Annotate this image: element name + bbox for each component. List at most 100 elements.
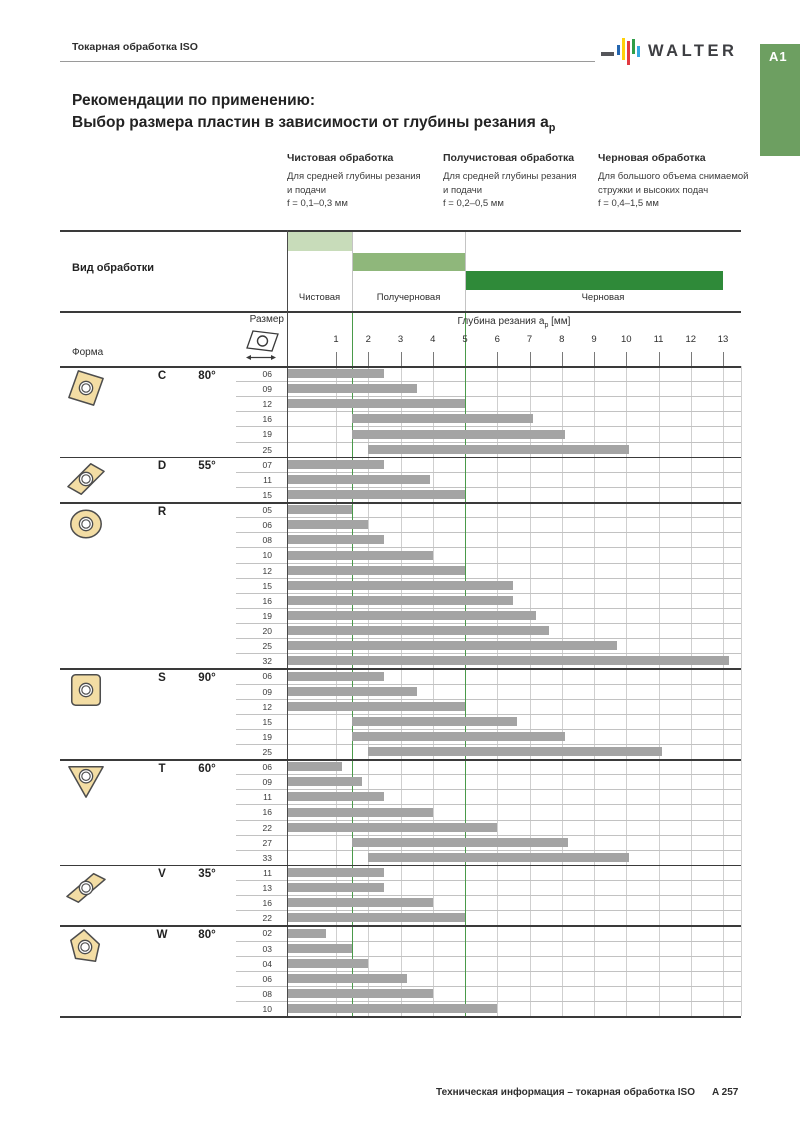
row-separator	[236, 804, 741, 806]
band-top-border	[60, 230, 741, 232]
insert-c-rhombic-icon	[64, 369, 112, 409]
legend-title: Черновая обработка	[598, 152, 706, 164]
row-separator	[236, 849, 741, 851]
legend-col-semifinishing: Получистовая обработка Для средней глуби…	[443, 152, 595, 211]
row-separator	[236, 471, 741, 473]
tick-mark	[658, 352, 660, 366]
row-separator	[236, 426, 741, 428]
legend-line: и подачи	[443, 184, 483, 196]
table-bottom-border	[60, 1016, 741, 1018]
logo-bars-icon	[617, 36, 642, 66]
ap-range-bar	[287, 565, 465, 575]
page-title-line1: Рекомендации по применению:	[72, 92, 316, 109]
ap-range-bar	[287, 399, 465, 409]
group-angle: 90°	[198, 671, 216, 684]
header-section-title: Токарная обработка ISO	[72, 41, 198, 53]
gridline	[432, 366, 434, 1017]
legend-line: и подачи	[287, 184, 327, 196]
ap-range-bar	[287, 762, 343, 772]
zone-label-1: Чистовая	[298, 292, 341, 303]
row-separator	[236, 638, 741, 640]
group-letter: T	[158, 762, 166, 775]
page-title-line2: Выбор размера пластин в зависимости от г…	[72, 113, 556, 134]
legend-line: f = 0,2–0,5 мм	[443, 198, 504, 209]
ap-range-bar	[287, 369, 385, 379]
legend-line: Для большого объема снимаемой	[598, 171, 749, 182]
group-angle: 60°	[198, 762, 216, 775]
insert-r-round-icon	[64, 505, 112, 545]
size-label: 10	[262, 1004, 272, 1015]
zone-label-3: Черновая	[581, 292, 625, 303]
ap-range-bar	[352, 731, 565, 741]
row-separator	[236, 985, 741, 987]
size-label: 25	[262, 747, 272, 757]
size-label: 10	[262, 550, 272, 561]
size-label: 16	[262, 807, 272, 818]
size-label: 32	[262, 656, 272, 667]
ap-range-bar	[287, 384, 417, 394]
group-letter: D	[157, 460, 167, 473]
legend-col-finishing: Чистовая обработка Для средней глубины р…	[287, 152, 439, 211]
row-separator	[236, 381, 741, 383]
ap-range-bar	[287, 777, 362, 787]
ap-range-bar	[287, 898, 433, 908]
insert-t-triangle-icon	[64, 762, 112, 802]
size-label: 16	[262, 414, 272, 425]
tick-mark	[400, 352, 402, 366]
ap-range-bar	[287, 580, 514, 590]
size-label: 15	[262, 716, 272, 727]
size-label: 05	[262, 505, 272, 516]
size-label: 20	[262, 626, 272, 637]
logo-dash-icon	[601, 52, 614, 56]
walter-logo: WALTER	[601, 36, 737, 66]
legend-col-roughing: Черновая обработка Для большого объема с…	[598, 152, 750, 211]
gridline	[594, 366, 595, 1017]
size-label: 11	[263, 474, 272, 485]
zone-bar-1	[287, 232, 353, 251]
size-label: 04	[262, 958, 272, 969]
tick-mark	[723, 352, 724, 366]
insert-w-trigon-icon	[64, 928, 112, 968]
band-divider	[465, 230, 466, 311]
ap-range-bar	[287, 868, 385, 878]
tick-label: 10	[620, 334, 632, 345]
tick-label: 13	[717, 334, 729, 345]
ap-range-bar	[287, 686, 417, 696]
size-label: 06	[262, 520, 272, 531]
size-label: 06	[262, 973, 272, 984]
legend-line: Для средней глубины резания	[443, 171, 577, 182]
header-divider	[60, 61, 595, 62]
ap-range-bar	[352, 837, 569, 847]
ap-range-bar	[287, 973, 407, 983]
row-separator	[236, 592, 741, 594]
row-separator	[236, 955, 741, 957]
footer-page-number: A 257	[712, 1087, 739, 1098]
size-label: 02	[262, 928, 272, 939]
section-tab: A1	[760, 44, 800, 156]
ap-range-bar	[287, 595, 514, 605]
ap-range-bar	[287, 928, 327, 938]
legend-line: стружки и высоких подач	[598, 184, 709, 196]
row-separator	[236, 653, 741, 655]
row-separator	[236, 1001, 741, 1003]
row-separator	[236, 713, 741, 715]
tick-label: 3	[397, 334, 404, 345]
size-label: 06	[262, 369, 272, 379]
axis-shape-label: Форма	[72, 347, 104, 358]
row-separator	[236, 698, 741, 700]
row-separator	[236, 744, 741, 745]
ap-range-bar	[287, 490, 465, 500]
group-letter: C	[157, 369, 167, 382]
tick-mark	[497, 352, 499, 366]
group-angle: 80°	[198, 369, 216, 382]
ap-range-bar	[287, 807, 433, 817]
size-label: 33	[262, 852, 272, 863]
tick-label: 6	[494, 334, 500, 345]
size-label: 08	[262, 535, 272, 546]
ap-range-bar	[287, 671, 385, 681]
chart-left-border	[287, 230, 288, 1017]
size-label: 25	[262, 641, 272, 652]
tick-mark	[594, 352, 595, 366]
insert-v-rhombic-icon	[64, 868, 112, 908]
